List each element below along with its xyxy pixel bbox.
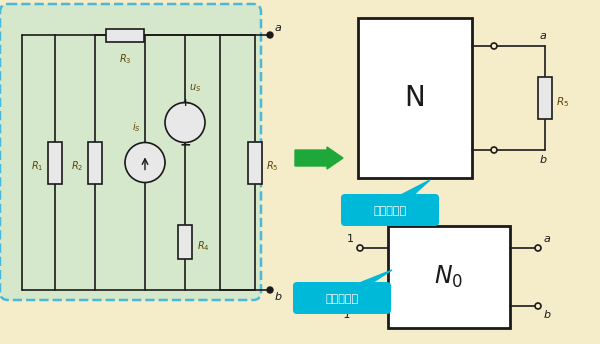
FancyBboxPatch shape [0,4,261,300]
Circle shape [491,43,497,49]
Text: b: b [540,155,547,165]
Polygon shape [395,180,430,198]
Circle shape [165,103,205,142]
Text: a: a [540,31,547,41]
Text: 1': 1' [344,310,354,320]
Text: $R_1$: $R_1$ [31,160,43,173]
Text: 一端口网络: 一端口网络 [373,206,407,216]
Circle shape [267,287,273,293]
Text: 二端口网络: 二端口网络 [325,294,359,304]
Text: 1: 1 [347,234,354,244]
Circle shape [535,303,541,309]
Bar [358,18,472,178]
Circle shape [125,142,165,183]
Bar [388,226,510,328]
Circle shape [267,32,273,38]
Text: $R_5$: $R_5$ [556,95,569,109]
Text: $R_4$: $R_4$ [197,239,210,253]
Polygon shape [352,270,392,286]
Text: $u_S$: $u_S$ [189,83,201,95]
Text: $R_5$: $R_5$ [266,160,278,173]
Bar [248,141,262,183]
Circle shape [535,245,541,251]
Circle shape [357,245,363,251]
Text: $i_S$: $i_S$ [132,121,141,135]
Circle shape [357,303,363,309]
Text: −: − [179,138,191,151]
Text: b: b [544,310,551,320]
FancyBboxPatch shape [341,194,439,226]
Bar [538,77,552,119]
Text: $R_3$: $R_3$ [119,52,131,66]
Bar [106,29,144,42]
Bar [88,141,102,183]
Text: $N_0$: $N_0$ [434,264,464,290]
Text: b: b [275,292,282,302]
Bar [178,225,192,259]
Bar [48,141,62,183]
Text: a: a [275,23,282,33]
Text: a: a [544,234,551,244]
Text: N: N [404,84,425,112]
Circle shape [491,147,497,153]
FancyBboxPatch shape [293,282,391,314]
Text: $R_2$: $R_2$ [71,160,83,173]
FancyArrow shape [295,147,343,169]
Text: +: + [181,97,190,107]
